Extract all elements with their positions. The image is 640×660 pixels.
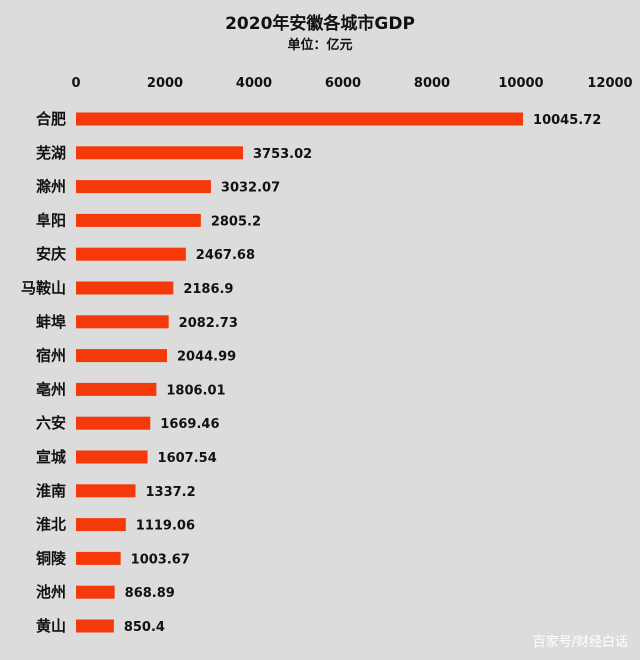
category-label-1: 芜湖 [36, 144, 66, 162]
x-tick-label-5: 10000 [498, 76, 543, 91]
category-label-15: 黄山 [36, 617, 66, 635]
category-label-7: 宿州 [36, 347, 66, 365]
category-label-4: 安庆 [36, 245, 66, 263]
category-label-3: 阜阳 [36, 211, 66, 229]
data-label-13: 1003.67 [131, 552, 190, 567]
category-label-2: 滁州 [36, 178, 66, 196]
data-label-11: 1337.2 [146, 485, 196, 500]
x-tick-label-1: 2000 [147, 76, 183, 91]
data-label-10: 1607.54 [158, 451, 217, 466]
bar-12 [76, 518, 126, 532]
data-label-2: 3032.07 [221, 181, 280, 196]
chart-subtitle: 单位：亿元 [287, 37, 352, 53]
data-label-0: 10045.72 [533, 113, 601, 128]
bar-6 [76, 315, 169, 329]
bar-15 [76, 619, 114, 633]
data-label-14: 868.89 [125, 586, 175, 601]
bar-13 [76, 551, 121, 565]
data-label-7: 2044.99 [177, 350, 236, 365]
bar-10 [76, 450, 148, 464]
category-label-11: 淮南 [36, 482, 66, 500]
bar-14 [76, 585, 115, 599]
bar-0 [76, 112, 524, 126]
chart-title: 2020年安徽各城市GDP [225, 13, 415, 34]
x-tick-label-0: 0 [71, 76, 80, 91]
data-label-1: 3753.02 [253, 147, 312, 162]
bar-3 [76, 213, 201, 227]
data-label-4: 2467.68 [196, 248, 255, 263]
category-label-0: 合肥 [35, 110, 66, 128]
x-tick-label-4: 8000 [414, 76, 450, 91]
category-label-8: 亳州 [36, 380, 66, 398]
data-label-15: 850.4 [124, 620, 165, 635]
category-label-6: 蚌埠 [36, 313, 66, 331]
category-label-14: 池州 [36, 583, 66, 601]
bar-2 [76, 180, 211, 194]
bar-1 [76, 146, 244, 160]
x-axis-ticks: 0 2000 4000 6000 8000 10000 12000 [71, 76, 632, 91]
category-label-13: 铜陵 [36, 549, 67, 567]
category-label-12: 淮北 [36, 516, 66, 534]
category-label-5: 马鞍山 [21, 279, 66, 297]
data-label-9: 1669.46 [160, 417, 219, 432]
category-label-9: 六安 [36, 414, 66, 432]
data-label-6: 2082.73 [179, 316, 238, 331]
bar-8 [76, 382, 157, 396]
bar-7 [76, 349, 168, 363]
bars-group: 合肥 10045.72 芜湖 3753.02 滁州 3032.07 阜阳 2805.2 安庆 24… [21, 110, 601, 635]
x-tick-label-6: 12000 [587, 76, 632, 91]
watermark: 百家号/财经白话 [533, 634, 628, 650]
data-label-12: 1119.06 [136, 519, 195, 534]
data-label-3: 2805.2 [211, 214, 261, 229]
x-tick-label-3: 6000 [325, 76, 361, 91]
category-label-10: 宣城 [36, 448, 66, 466]
x-tick-label-2: 4000 [236, 76, 272, 91]
bar-11 [76, 484, 136, 498]
data-label-5: 2186.9 [183, 282, 233, 297]
bar-9 [76, 416, 151, 430]
bar-4 [76, 247, 186, 261]
bar-5 [76, 281, 174, 295]
data-label-8: 1806.01 [166, 383, 225, 398]
